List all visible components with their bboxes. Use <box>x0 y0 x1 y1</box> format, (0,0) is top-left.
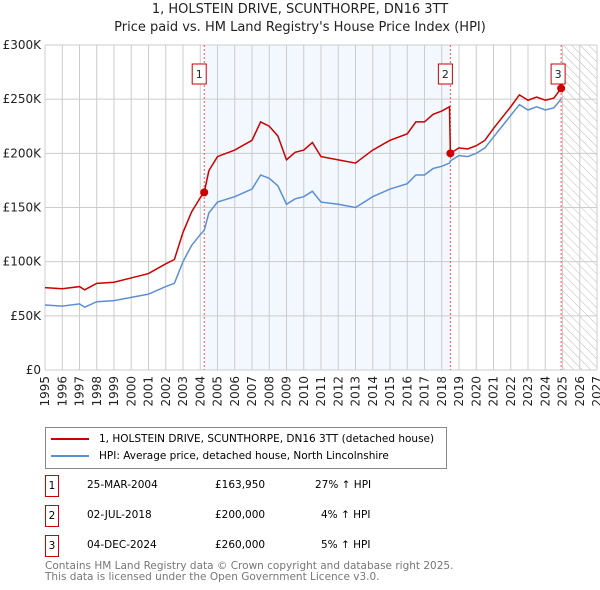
x-tick-label: 1998 <box>90 376 104 407</box>
x-tick-label: 2021 <box>487 376 501 407</box>
footer: Contains HM Land Registry data © Crown c… <box>45 561 453 583</box>
sale-point <box>446 149 455 158</box>
legend-label: HPI: Average price, detached house, Nort… <box>99 450 389 462</box>
y-tick-label: £150K <box>3 201 43 215</box>
legend-swatch-red <box>51 438 89 440</box>
legend-item-hpi: HPI: Average price, detached house, Nort… <box>51 448 389 464</box>
sale-label-box <box>191 63 207 85</box>
legend-label: 1, HOLSTEIN DRIVE, SCUNTHORPE, DN16 3TT … <box>99 433 435 445</box>
x-tick-label: 2004 <box>193 376 207 407</box>
x-tick-label: 2027 <box>590 376 600 407</box>
x-tick-label: 2016 <box>400 376 414 407</box>
sale-hpi-diff: 5% ↑ HPI <box>321 539 371 551</box>
sale-date: 25-MAR-2004 <box>87 479 158 491</box>
sale-marker-box: 3 <box>45 535 59 557</box>
x-tick-label: 1996 <box>55 376 69 407</box>
legend: 1, HOLSTEIN DRIVE, SCUNTHORPE, DN16 3TT … <box>45 427 447 469</box>
x-tick-label: 2009 <box>280 376 294 407</box>
x-tick-label: 2024 <box>538 376 552 407</box>
x-tick-label: 2005 <box>211 376 225 407</box>
x-tick-label: 1997 <box>73 376 87 407</box>
y-tick-label: £50K <box>10 309 42 323</box>
x-tick-label: 2000 <box>124 376 138 407</box>
hpi-line <box>44 98 562 309</box>
sale-row: 2 02-JUL-2018 £200,000 4% ↑ HPI <box>45 505 445 527</box>
x-tick-label: 2007 <box>245 376 259 407</box>
x-tick-label: 2012 <box>331 376 345 407</box>
sale-marker-box: 2 <box>45 505 59 527</box>
x-tick-label: 2022 <box>504 376 518 407</box>
y-tick-label: £100K <box>3 255 43 269</box>
sale-row: 1 25-MAR-2004 £163,950 27% ↑ HPI <box>45 475 445 497</box>
x-tick-label: 2001 <box>142 376 156 407</box>
legend-item-property: 1, HOLSTEIN DRIVE, SCUNTHORPE, DN16 3TT … <box>51 431 434 447</box>
x-tick-label: 2011 <box>314 376 328 407</box>
sale-point <box>557 84 566 93</box>
sale-hpi-diff: 4% ↑ HPI <box>321 509 371 521</box>
x-tick-label: 2020 <box>469 376 483 407</box>
sale-price: £260,000 <box>215 539 266 551</box>
x-tick-label: 2010 <box>297 376 311 407</box>
x-tick-label: 2015 <box>383 376 397 407</box>
x-tick-label: 2013 <box>349 376 363 407</box>
x-tick-label: 2019 <box>452 376 466 407</box>
y-tick-label: £300K <box>3 38 43 52</box>
chart-title: 1, HOLSTEIN DRIVE, SCUNTHORPE, DN16 3TT <box>151 2 449 17</box>
sale-label: 1 <box>196 68 203 81</box>
property-price-line <box>44 87 562 291</box>
x-tick-label: 2006 <box>228 376 242 407</box>
x-tick-label: 2023 <box>521 376 535 407</box>
sale-date: 04-DEC-2024 <box>87 539 157 551</box>
x-tick-label: 2026 <box>573 376 587 407</box>
x-tick-label: 2017 <box>418 376 432 407</box>
y-tick-label: £0 <box>26 363 41 377</box>
y-tick-label: £250K <box>3 92 43 106</box>
sale-label-box <box>550 63 566 85</box>
sale-label: 2 <box>442 68 449 81</box>
sale-label: 3 <box>555 68 562 81</box>
x-tick-label: 1995 <box>38 376 52 407</box>
sale-price: £200,000 <box>215 509 266 521</box>
x-tick-label: 2003 <box>176 376 190 407</box>
plot-area: 1995 1996 1997 1998 1999 2000 2001 2002 2003 2004… <box>3 38 600 407</box>
footer-line-1: Contains HM Land Registry data © Crown c… <box>45 560 454 572</box>
y-tick-label: £200K <box>3 146 43 160</box>
chart-subtitle: Price paid vs. HM Land Registry's House … <box>114 20 486 35</box>
sale-hpi-diff: 27% ↑ HPI <box>315 479 372 491</box>
x-tick-label: 2025 <box>556 376 570 407</box>
legend-swatch-blue <box>51 455 89 457</box>
sale-row: 3 04-DEC-2024 £260,000 5% ↑ HPI <box>45 535 445 557</box>
footer-line-2: This data is licensed under the Open Gov… <box>45 571 380 583</box>
x-tick-label: 2002 <box>159 376 173 407</box>
x-tick-label: 2014 <box>366 376 380 407</box>
sale-price: £163,950 <box>215 479 266 491</box>
sale-marker-box: 1 <box>45 475 59 497</box>
sale-date: 02-JUL-2018 <box>87 509 152 521</box>
x-tick-label: 2008 <box>262 376 276 407</box>
x-tick-label: 1999 <box>107 376 121 407</box>
sale-point <box>200 188 209 197</box>
x-tick-label: 2018 <box>435 376 449 407</box>
sale-label-box <box>437 63 453 85</box>
